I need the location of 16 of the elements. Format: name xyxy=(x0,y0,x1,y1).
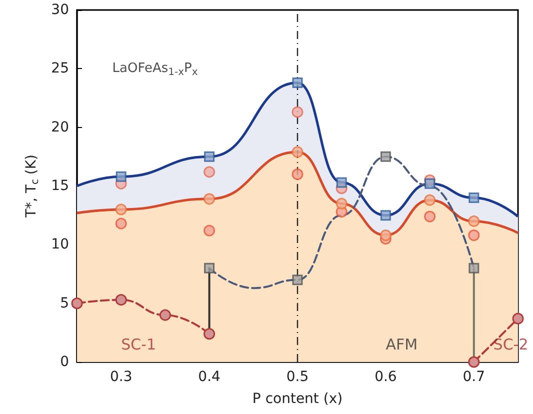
x-tick-label: 0.7 xyxy=(462,369,486,385)
y-tick-label: 15 xyxy=(51,178,69,194)
y-tick-label: 0 xyxy=(60,354,69,370)
x-tick-label: 0.4 xyxy=(198,369,221,385)
x-tick-label: 0.5 xyxy=(286,369,309,385)
annotation: SC-1 xyxy=(121,335,156,354)
annotation: AFM xyxy=(386,335,418,354)
y-tick-label: 30 xyxy=(51,2,69,18)
x-axis-title: P content (x) xyxy=(252,391,343,407)
y-tick-label: 20 xyxy=(51,119,69,136)
y-axis-title: T*, Tc (K) xyxy=(23,154,41,219)
x-tick-label: 0.6 xyxy=(374,369,397,385)
x-tick-label: 0.3 xyxy=(110,369,132,385)
y-tick-label: 5 xyxy=(60,295,69,312)
y-tick-label: 10 xyxy=(51,236,69,253)
y-tick-label: 25 xyxy=(51,60,69,77)
